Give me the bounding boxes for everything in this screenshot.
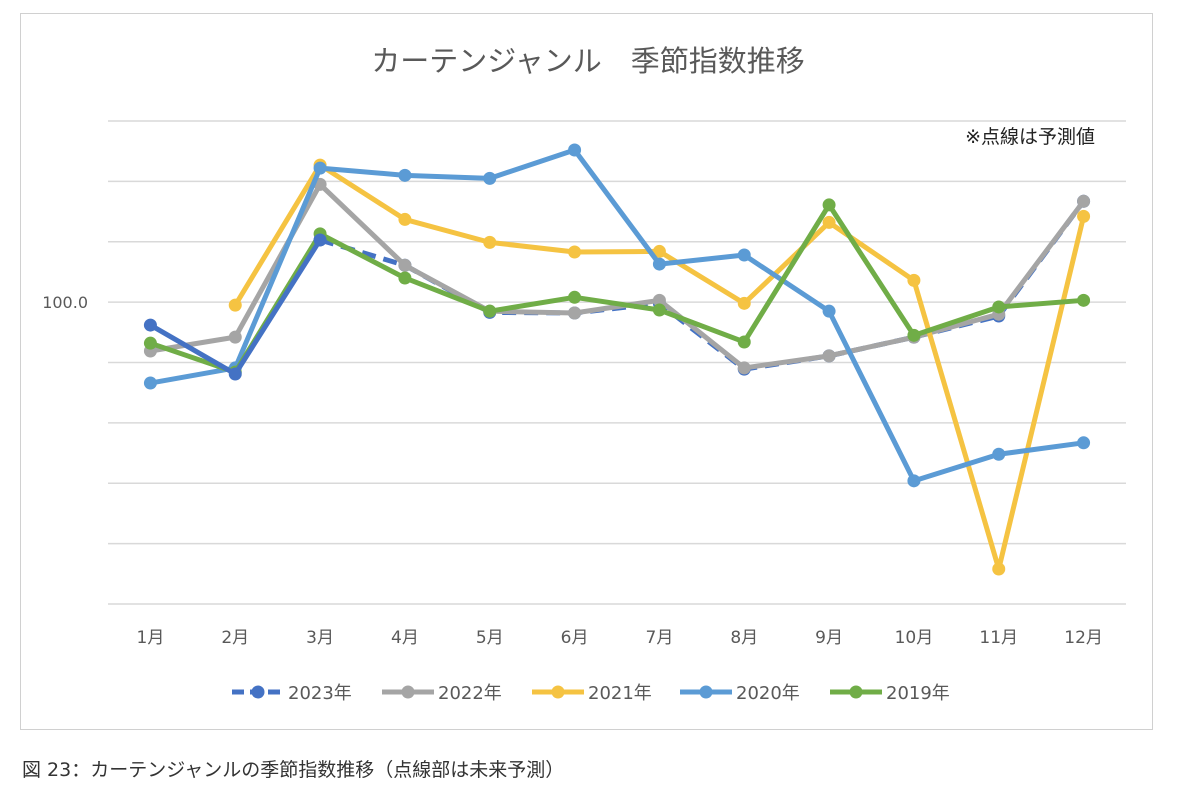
legend-item: 2019年 <box>830 683 950 704</box>
series-2021-point <box>568 245 582 259</box>
legend-marker <box>551 685 565 699</box>
x-tick-label: 11月 <box>979 628 1018 648</box>
figure-caption: 図 23：カーテンジャンルの季節指数推移（点線部は未来予測） <box>22 759 565 781</box>
series-2020-point <box>822 304 836 318</box>
series-2019-point <box>992 300 1006 314</box>
x-tick-label: 7月 <box>646 628 674 648</box>
series-2022-point <box>652 293 666 307</box>
legend-label: 2021年 <box>588 683 652 704</box>
legend-item: 2021年 <box>532 683 652 704</box>
legend-label: 2022年 <box>438 683 502 704</box>
series-2020-point <box>907 474 921 488</box>
chart-title: カーテンジャンル 季節指数推移 <box>371 44 805 78</box>
legend-marker <box>699 685 713 699</box>
series-2020-point <box>737 248 751 262</box>
line-chart: カーテンジャンル 季節指数推移 ※点線は予測値 100.0 1月 2月 3月 4月 5月… <box>42 44 1126 704</box>
legend-item: 2022年 <box>382 683 502 704</box>
series-2020-point <box>143 376 157 390</box>
x-tick-label: 8月 <box>730 628 758 648</box>
legend-item: 2020年 <box>680 683 800 704</box>
series-2022-point <box>1077 194 1091 208</box>
legend-marker <box>849 685 863 699</box>
series-2023-point <box>313 233 327 247</box>
series-2022-point <box>398 258 412 272</box>
series-2022-point <box>568 306 582 320</box>
x-tick-label: 12月 <box>1064 628 1103 648</box>
chart-frame <box>20 13 1153 730</box>
x-tick-label: 9月 <box>815 628 843 648</box>
x-tick-label: 10月 <box>895 628 934 648</box>
series-2020-point <box>568 143 582 157</box>
series-2021-point <box>737 296 751 310</box>
series-2019-point <box>568 290 582 304</box>
series-2019-point <box>483 304 497 318</box>
series-2020-point <box>652 257 666 271</box>
series-2019-point <box>822 198 836 212</box>
legend-label: 2020年 <box>736 683 800 704</box>
series-2021-point <box>398 212 412 226</box>
x-tick-label: 6月 <box>561 628 589 648</box>
series-2023-point <box>228 367 242 381</box>
series-2020-point <box>1077 436 1091 450</box>
x-tick-label: 4月 <box>391 628 419 648</box>
series-2019-point <box>143 336 157 350</box>
series-2021-point <box>228 298 242 312</box>
x-tick-label: 2月 <box>221 628 249 648</box>
series-2022-point <box>737 361 751 375</box>
series-2021-point <box>907 273 921 287</box>
series-2020-line <box>149 147 1084 484</box>
series-2021-point <box>652 244 666 258</box>
series-2019-point <box>398 271 412 285</box>
series-2022-point <box>228 330 242 344</box>
x-tick-label: 1月 <box>137 628 165 648</box>
forecast-note: ※点線は予測値 <box>965 126 1095 148</box>
series-2021-point <box>992 562 1006 576</box>
series-2023-point <box>143 318 157 332</box>
series-2019-point <box>652 303 666 317</box>
legend-marker <box>401 685 415 699</box>
series-2020-point <box>483 171 497 185</box>
legend-label: 2019年 <box>886 683 950 704</box>
legend-item: 2023年 <box>232 683 352 704</box>
series-2019-point <box>1077 293 1091 307</box>
series-2020-point <box>992 447 1006 461</box>
series-2020-point <box>313 161 327 175</box>
legend-marker <box>251 685 265 699</box>
x-tick-label: 5月 <box>476 628 504 648</box>
series-2021-point <box>483 235 497 249</box>
series-2019-point <box>907 328 921 342</box>
series-2020-point <box>398 168 412 182</box>
series-2022-point <box>822 349 836 363</box>
legend-label: 2023年 <box>288 683 352 704</box>
series-2019-point <box>737 335 751 349</box>
series-2021-point <box>822 215 836 229</box>
x-tick-label: 3月 <box>306 628 334 648</box>
y-tick-label: 100.0 <box>42 293 88 312</box>
series-2021-point <box>1077 209 1091 223</box>
series-2019-line <box>149 202 1084 375</box>
